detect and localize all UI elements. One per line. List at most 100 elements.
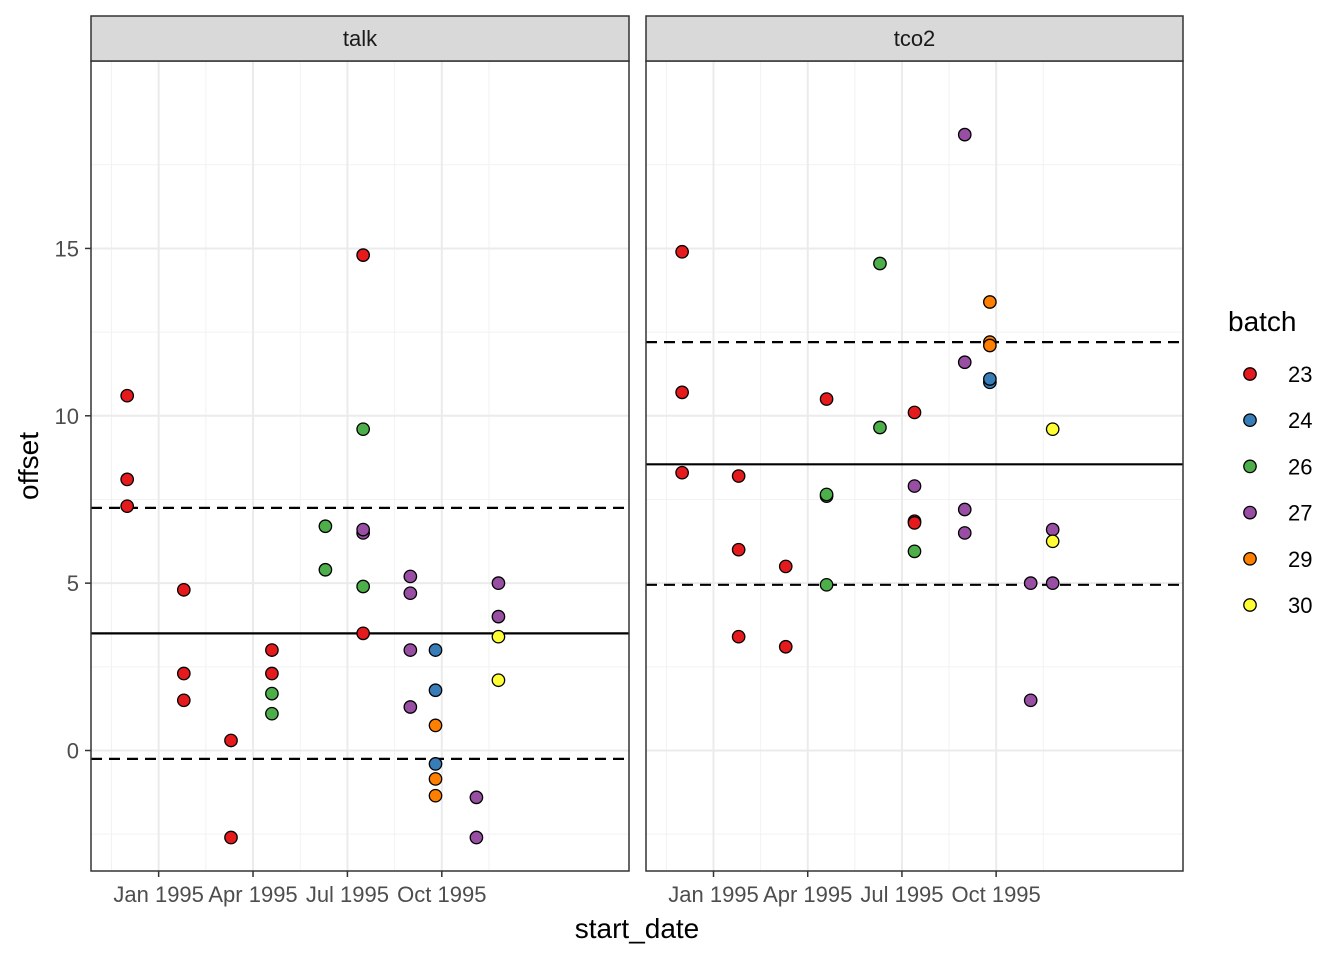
data-point-batch-23	[778, 559, 793, 574]
data-point-batch-27	[491, 576, 506, 590]
data-point-batch-26	[265, 706, 279, 721]
legend-title: batch	[1228, 306, 1297, 337]
data-point-batch-27	[1023, 693, 1038, 708]
data-point-batch-24	[428, 757, 443, 771]
data-point-batch-23	[224, 830, 238, 845]
y-tick-label: 10	[55, 404, 79, 429]
panel-background	[646, 61, 1183, 871]
data-point-batch-29	[428, 788, 443, 803]
data-point-batch-23	[265, 643, 279, 657]
data-point-batch-23	[120, 499, 135, 514]
data-point-batch-27	[907, 479, 922, 493]
data-point-batch-29	[983, 295, 997, 309]
data-point-batch-23	[224, 733, 238, 748]
panel-talk: talk Jan 1995 Apr 1995 Jul 1995 Oct 1995 0 5 10…	[55, 15, 630, 907]
legend-key-24	[1243, 413, 1257, 428]
x-tick-label: Jan 1995	[113, 882, 204, 907]
data-point-batch-27	[469, 790, 484, 805]
data-point-batch-26	[318, 519, 333, 534]
x-tick-label: Oct 1995	[397, 882, 486, 907]
strip-background	[90, 15, 630, 62]
data-point-batch-27	[1023, 576, 1038, 590]
strip-background	[645, 15, 1184, 62]
data-point-batch-23	[778, 639, 793, 654]
data-point-batch-29	[428, 772, 443, 786]
legend-key-27	[1243, 505, 1257, 520]
data-point-batch-27	[356, 522, 370, 537]
panel-tco2: tco2 Jan 1995 Apr 1995 Jul 1995 Oct 1995	[645, 15, 1184, 907]
data-point-batch-26	[873, 256, 887, 271]
data-point-batch-23	[675, 244, 689, 259]
data-point-batch-23	[819, 392, 834, 406]
y-tick-label: 0	[67, 739, 79, 764]
data-point-batch-23	[120, 472, 135, 487]
data-point-batch-27	[957, 355, 972, 370]
y-tick-label: 15	[55, 236, 79, 261]
data-point-batch-23	[120, 388, 135, 403]
data-point-batch-26	[819, 577, 834, 592]
panel-background	[91, 61, 629, 871]
legend-key-23	[1243, 367, 1257, 381]
x-tick-label: Jan 1995	[668, 882, 759, 907]
data-point-batch-23	[731, 629, 746, 644]
data-point-batch-26	[265, 686, 279, 701]
data-point-batch-23	[675, 385, 689, 400]
legend-label-24: 24	[1288, 408, 1312, 433]
x-tick-label: Jul 1995	[860, 882, 943, 907]
legend: batch 23 24 26 27 29 30	[1228, 306, 1312, 618]
data-point-batch-27	[1045, 576, 1060, 590]
y-axis-title: offset	[13, 432, 44, 500]
legend-label-27: 27	[1288, 501, 1312, 526]
x-axis-title: start_date	[575, 913, 700, 944]
data-point-batch-24	[428, 683, 443, 698]
x-tick-label: Oct 1995	[952, 882, 1041, 907]
data-point-batch-23	[265, 666, 279, 681]
data-point-batch-27	[957, 526, 972, 540]
data-point-batch-23	[176, 666, 191, 681]
data-point-batch-27	[403, 700, 418, 714]
data-point-batch-23	[356, 248, 370, 262]
data-point-batch-30	[1045, 422, 1060, 437]
data-point-batch-27	[403, 569, 418, 584]
data-point-batch-23	[176, 693, 191, 708]
data-point-batch-27	[491, 609, 506, 624]
data-point-batch-24	[428, 643, 443, 657]
data-point-batch-23	[907, 405, 922, 420]
data-point-batch-23	[176, 582, 191, 597]
data-point-batch-30	[491, 629, 506, 644]
legend-key-30	[1243, 598, 1257, 612]
legend-key-29	[1243, 551, 1257, 566]
data-point-batch-27	[1045, 522, 1060, 537]
data-point-batch-26	[356, 579, 370, 594]
data-point-batch-26	[819, 487, 834, 502]
data-point-batch-27	[957, 127, 972, 142]
data-point-batch-29	[428, 718, 443, 733]
data-point-batch-27	[469, 830, 484, 845]
data-point-batch-27	[957, 502, 972, 517]
data-point-batch-27	[403, 643, 418, 657]
data-point-batch-27	[403, 586, 418, 601]
data-point-batch-23	[675, 465, 689, 480]
y-tick-label: 5	[67, 571, 79, 596]
data-point-batch-30	[491, 673, 506, 688]
legend-label-23: 23	[1288, 362, 1312, 387]
data-point-batch-23	[731, 469, 746, 483]
x-tick-label: Apr 1995	[208, 882, 297, 907]
legend-label-26: 26	[1288, 454, 1312, 479]
data-point-batch-26	[356, 422, 370, 437]
data-point-batch-23	[731, 542, 746, 557]
legend-label-29: 29	[1288, 547, 1312, 572]
data-point-batch-29	[983, 338, 997, 353]
data-point-batch-26	[873, 420, 887, 435]
data-point-batch-23	[907, 516, 922, 530]
strip-label-tco2: tco2	[894, 26, 936, 51]
legend-label-30: 30	[1288, 593, 1312, 618]
strip-label-talk: talk	[343, 26, 378, 51]
data-point-batch-30	[1045, 534, 1060, 549]
data-point-batch-23	[356, 626, 370, 641]
legend-entries: 23 24 26 27 29 30	[1243, 362, 1312, 618]
data-point-batch-24	[983, 372, 997, 386]
data-point-batch-26	[907, 544, 922, 559]
